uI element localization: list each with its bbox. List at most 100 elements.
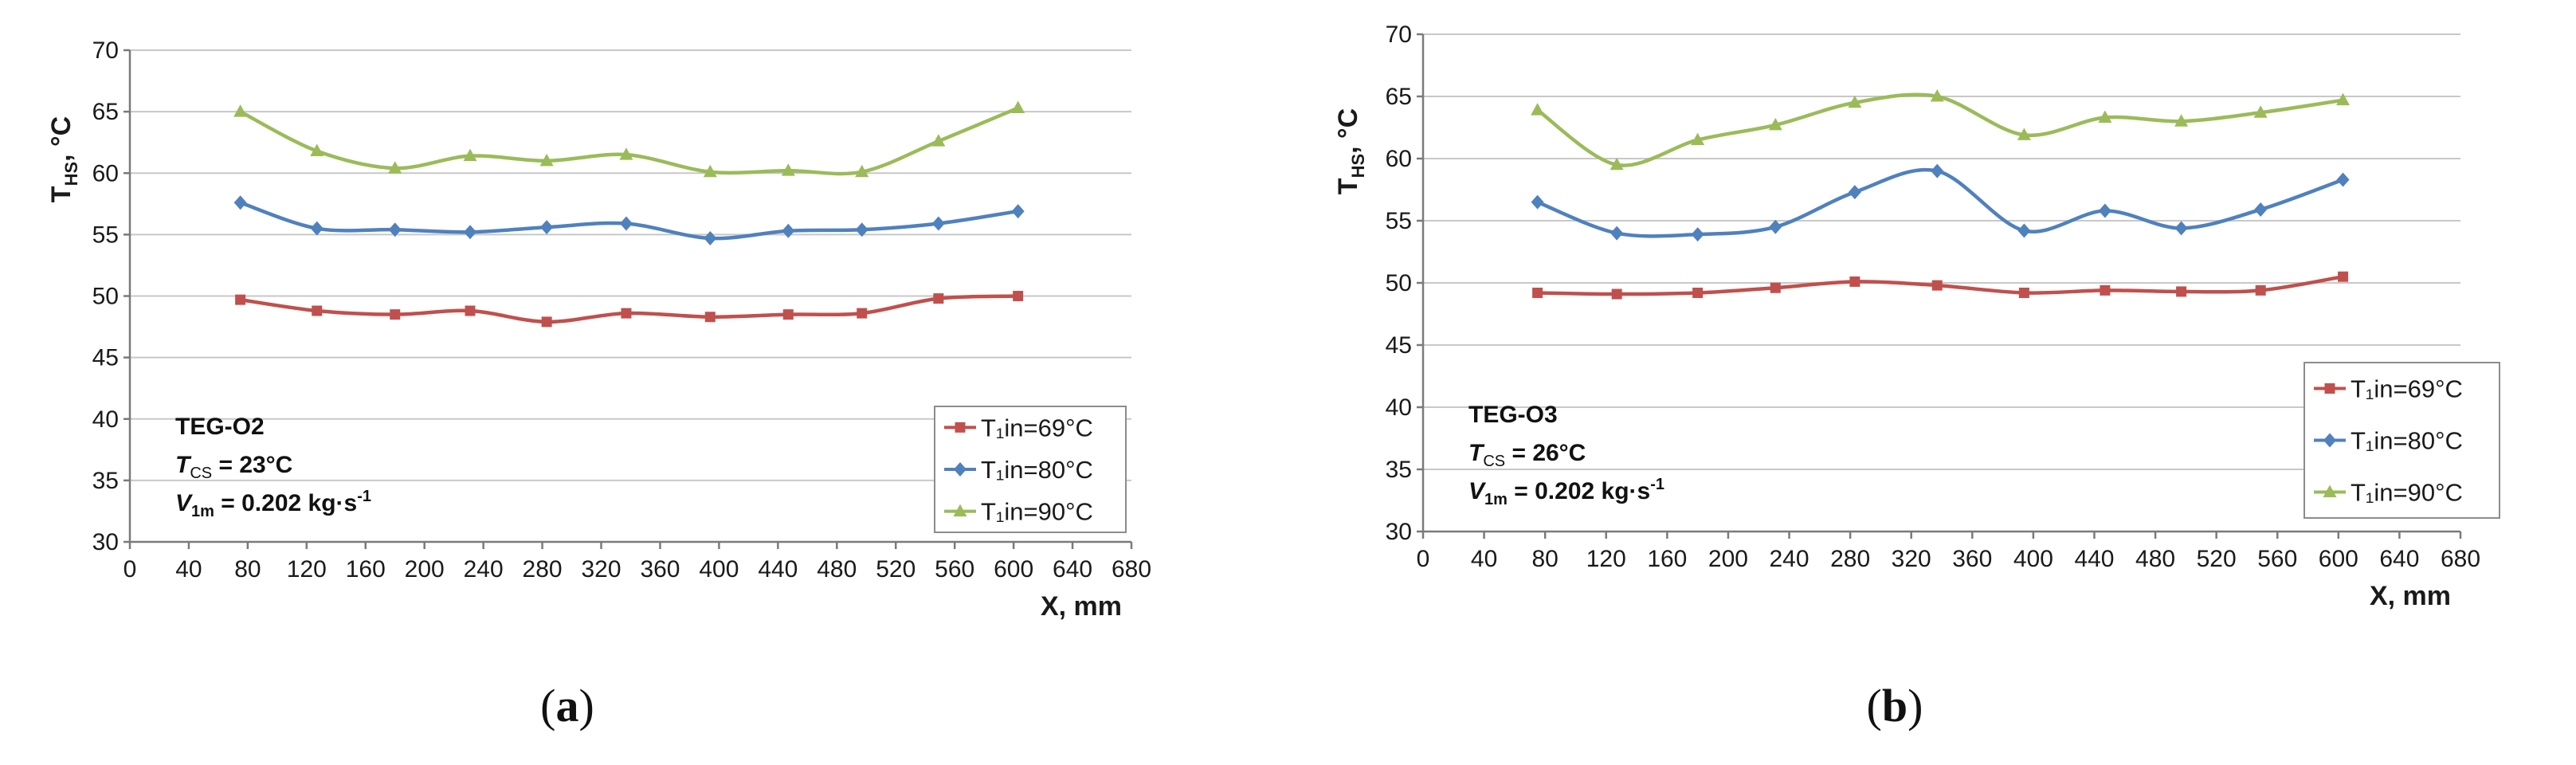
data-point xyxy=(855,222,868,237)
data-point xyxy=(1931,163,1944,178)
x-tick-label: 360 xyxy=(640,556,680,583)
annotation-flow-sub: 1m xyxy=(191,503,214,520)
data-point xyxy=(2100,284,2111,296)
panel-caption-open: ( xyxy=(1867,680,1882,732)
x-tick-label: 480 xyxy=(817,556,857,583)
data-point xyxy=(2098,203,2111,218)
y-axis-title-unit: , °C xyxy=(1333,108,1363,154)
data-point xyxy=(704,312,716,323)
x-tick-label: 40 xyxy=(175,556,202,583)
data-point xyxy=(931,216,945,231)
data-point xyxy=(1768,117,1782,131)
data-point xyxy=(931,134,946,147)
x-tick-label: 440 xyxy=(2074,546,2114,572)
series-2 xyxy=(233,100,1025,178)
x-tick-label: 160 xyxy=(346,556,386,583)
x-tick-label: 40 xyxy=(1471,546,1497,572)
legend-entry-label: T₁in=69°C xyxy=(2351,375,2463,403)
data-point xyxy=(310,221,323,236)
x-tick-label: 120 xyxy=(287,556,327,583)
annotation-title: TEG-O2 xyxy=(175,414,265,440)
data-point xyxy=(1769,219,1782,234)
data-point xyxy=(1532,287,1543,298)
legend-entry-label: T₁in=90°C xyxy=(2351,479,2463,507)
data-point xyxy=(312,305,323,316)
annotation-temp-symbol: T xyxy=(175,452,192,478)
legend-swatch-marker xyxy=(2323,484,2337,497)
data-point xyxy=(310,143,324,156)
data-point xyxy=(1013,291,1024,301)
data-point xyxy=(2098,110,2112,124)
data-point xyxy=(464,225,477,240)
y-tick-label: 30 xyxy=(1386,519,1412,545)
x-tick-label: 680 xyxy=(2441,546,2480,572)
annotation-flow: V1m = 0.202 kg·s-1 xyxy=(175,488,371,520)
data-point xyxy=(2338,271,2349,282)
x-axis-title: X, mm xyxy=(2370,581,2451,611)
data-point xyxy=(463,148,477,162)
x-tick-label: 280 xyxy=(1830,546,1870,572)
x-tick-label: 80 xyxy=(1531,546,1558,572)
y-tick-label: 65 xyxy=(92,99,119,125)
series-line xyxy=(1536,92,2343,167)
data-point xyxy=(1930,89,1944,102)
y-axis-title-sub: HS xyxy=(1348,154,1368,178)
data-point xyxy=(2017,128,2031,140)
data-point xyxy=(1611,288,1622,300)
data-point xyxy=(390,309,401,320)
data-point xyxy=(1848,95,1862,108)
x-tick-label: 360 xyxy=(1952,546,1992,572)
legend-swatch-marker xyxy=(2323,433,2336,448)
x-tick-label: 600 xyxy=(2319,546,2358,572)
y-tick-label: 50 xyxy=(1386,270,1412,296)
panel-caption: (a) xyxy=(540,680,594,732)
x-tick-label: 80 xyxy=(234,556,261,583)
x-tick-label: 0 xyxy=(1417,546,1430,572)
data-point xyxy=(621,308,632,319)
x-tick-label: 440 xyxy=(758,556,798,583)
panel-caption-close: ) xyxy=(579,680,594,732)
data-point xyxy=(1848,185,1861,200)
data-point xyxy=(1531,194,1544,210)
annotation-temp-sub: CS xyxy=(190,465,212,482)
y-tick-label: 45 xyxy=(1386,332,1412,359)
x-tick-label: 640 xyxy=(2379,546,2419,572)
x-tick-label: 560 xyxy=(935,556,974,583)
annotation-temp-sub: CS xyxy=(1483,453,1505,470)
series-2 xyxy=(1531,89,2351,171)
x-tick-label: 640 xyxy=(1053,556,1092,583)
data-point xyxy=(233,195,247,210)
x-tick-label: 240 xyxy=(464,556,504,583)
data-point xyxy=(2174,114,2189,127)
panel-caption-letter: b xyxy=(1882,680,1907,732)
x-tick-label: 280 xyxy=(523,556,563,583)
y-tick-label: 70 xyxy=(1386,22,1412,48)
legend-entry-label: T₁in=80°C xyxy=(2351,427,2463,455)
y-axis-title-main: T xyxy=(1333,178,1363,194)
series-0 xyxy=(235,291,1024,328)
y-tick-label: 45 xyxy=(92,345,119,371)
y-tick-label: 60 xyxy=(92,160,119,186)
legend-entry-label: T₁in=90°C xyxy=(981,498,1093,526)
data-point xyxy=(541,316,552,328)
y-tick-label: 70 xyxy=(92,37,119,64)
data-point xyxy=(540,220,554,235)
data-point xyxy=(539,153,554,167)
data-point xyxy=(465,305,476,316)
annotation-temperature: TCS = 23°C xyxy=(175,452,292,482)
data-point xyxy=(388,222,402,237)
x-tick-label: 120 xyxy=(1586,546,1626,572)
x-tick-label: 320 xyxy=(1892,546,1931,572)
data-point xyxy=(2253,105,2268,118)
data-point xyxy=(781,163,795,176)
data-point xyxy=(2018,287,2029,298)
y-tick-label: 35 xyxy=(92,468,119,494)
data-point xyxy=(2176,286,2187,297)
legend-swatch-marker xyxy=(955,422,966,433)
annotation-flow-symbol: V xyxy=(175,490,194,516)
annotation-flow-value: = 0.202 kg·s xyxy=(214,490,357,516)
annotation-temp-value: = 26°C xyxy=(1505,440,1586,466)
data-point xyxy=(1770,282,1781,293)
y-tick-label: 40 xyxy=(92,406,119,433)
y-tick-label: 60 xyxy=(1386,146,1412,172)
